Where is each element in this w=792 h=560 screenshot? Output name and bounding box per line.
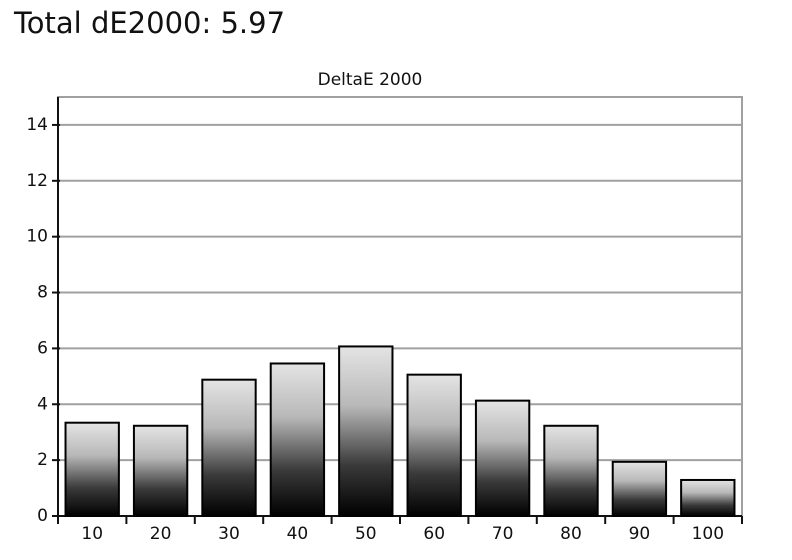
x-tick-label: 50 [355,524,377,544]
y-tick-label: 0 [37,506,48,526]
x-tick-label: 30 [218,524,240,544]
y-tick-label: 10 [26,227,48,247]
bar [474,399,531,518]
bar [64,421,120,517]
bar [132,424,189,517]
x-tick-label: 90 [629,524,651,544]
x-tick-label: 60 [423,524,445,544]
y-tick-label: 2 [37,450,48,470]
bar [611,460,668,517]
x-tick-label: 80 [560,524,582,544]
y-tick-label: 12 [26,171,48,191]
x-tick-label: 70 [492,524,514,544]
bar [543,424,599,517]
y-tick-label: 6 [37,338,48,358]
bar [269,362,326,518]
bar [201,378,257,517]
x-tick-label: 10 [81,524,103,544]
y-tick-label: 8 [37,283,48,303]
bar [406,373,462,517]
bar [338,345,394,517]
y-tick-label: 4 [37,394,48,414]
y-tick-label: 14 [26,115,48,135]
chart-title: DeltaE 2000 [318,70,423,90]
x-tick-label: 40 [287,524,309,544]
page-heading: Total dE2000: 5.97 [14,6,286,40]
bar [680,478,736,518]
x-tick-label: 20 [150,524,172,544]
x-tick-label: 100 [692,524,724,544]
